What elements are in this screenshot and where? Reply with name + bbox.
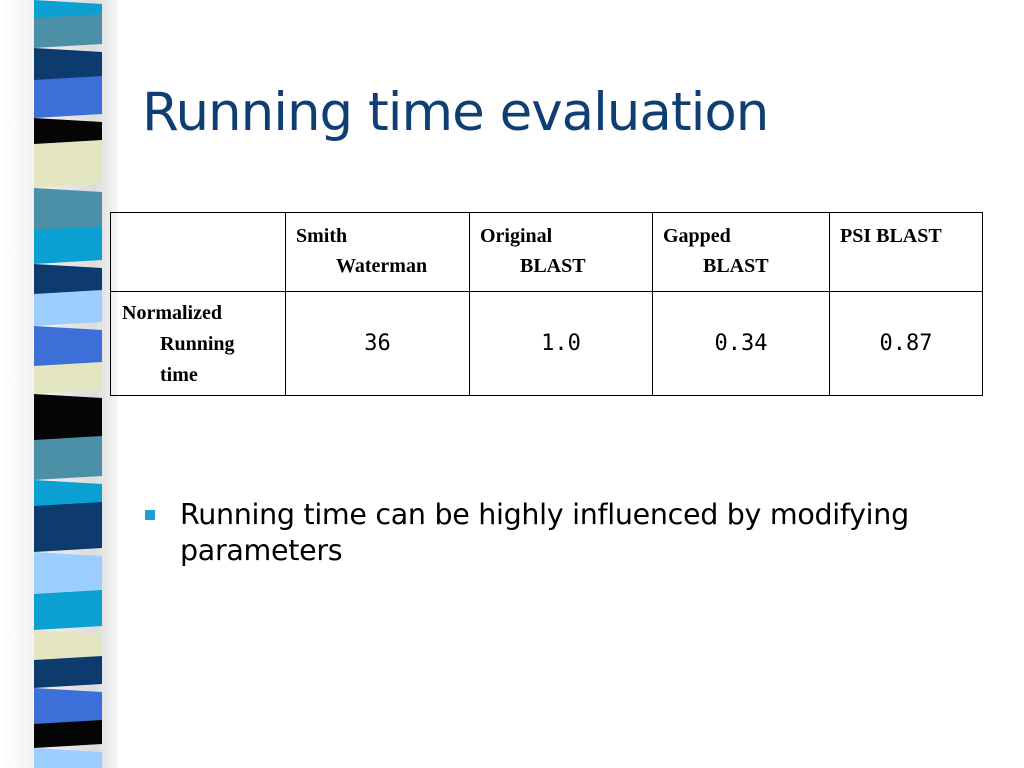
- stripe-segment: [34, 720, 102, 748]
- bullet-list: Running time can be highly influenced by…: [142, 497, 982, 569]
- stripe-segment: [34, 394, 102, 444]
- stripe-segment: [34, 748, 102, 768]
- stripe-segment: [34, 362, 102, 394]
- square-bullet-icon: [145, 510, 155, 520]
- stripe-segment: [34, 436, 102, 480]
- value-cell-psi-blast: 0.87: [829, 291, 983, 396]
- bullet-text: Running time can be highly influenced by…: [180, 498, 909, 567]
- stripe-segment: [34, 502, 102, 552]
- stripe-segment: [34, 326, 102, 370]
- stripe-segment: [34, 688, 102, 728]
- running-time-table: Smith Waterman Original BLAST Gapped BLA…: [110, 212, 983, 396]
- table-row: Normalized Running time 36 1.0 0.34 0.87: [110, 291, 983, 396]
- value-cell-gapped-blast: 0.34: [652, 291, 830, 396]
- column-header-smith-waterman: Smith Waterman: [285, 212, 470, 292]
- column-header-gapped-blast: Gapped BLAST: [652, 212, 830, 292]
- table-header-row: Smith Waterman Original BLAST Gapped BLA…: [110, 212, 983, 292]
- row-header-cell: Normalized Running time: [110, 291, 286, 396]
- stripe-segment: [34, 552, 102, 598]
- stripe-segment: [34, 14, 102, 48]
- stripe-segment: [34, 188, 102, 234]
- value-cell-smith-waterman: 36: [285, 291, 470, 396]
- stripe-segment: [34, 656, 102, 688]
- table-corner-cell: [110, 212, 286, 292]
- row-label-line: time: [160, 364, 198, 386]
- stripe-segment: [34, 480, 102, 510]
- stripe-segment: [34, 118, 102, 148]
- stripe-segment: [34, 76, 102, 118]
- stripe-segment: [34, 590, 102, 630]
- stripe-segment: [34, 630, 102, 664]
- row-label-line: Running: [160, 333, 235, 355]
- value-cell-original-blast: 1.0: [469, 291, 653, 396]
- column-header-psi-blast: PSI BLAST: [829, 212, 983, 292]
- slide-title: Running time evaluation: [142, 82, 769, 143]
- bullet-item: Running time can be highly influenced by…: [142, 497, 982, 569]
- stripe-segment: [34, 290, 102, 326]
- stripe-segment: [34, 264, 102, 298]
- stripe-segment: [34, 140, 102, 188]
- row-label-line: Normalized: [122, 302, 222, 324]
- stripe-segment: [34, 226, 102, 264]
- column-header-original-blast: Original BLAST: [469, 212, 653, 292]
- decorative-stripe-bar: [34, 0, 102, 768]
- stripe-segment: [34, 48, 102, 84]
